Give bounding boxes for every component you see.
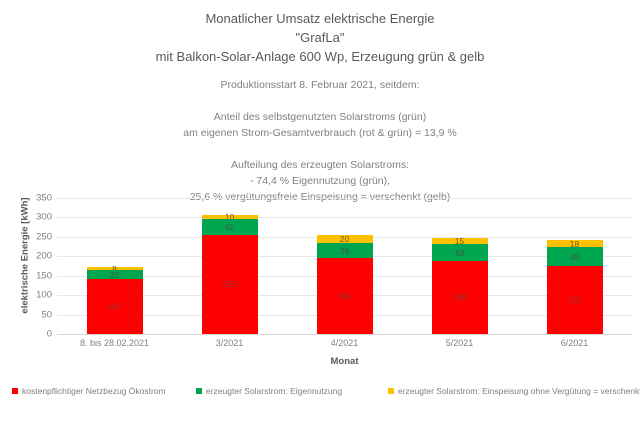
y-axis-tick-300: 300 <box>36 211 52 223</box>
gridline-350 <box>57 198 632 199</box>
legend-swatch-icon <box>12 388 18 394</box>
bar-value-label: 195 <box>337 291 352 302</box>
bar-segment-green[interactable]: 48 <box>546 247 603 266</box>
chart-title-line-2: "GrafLa" <box>295 30 345 45</box>
stacked-bar[interactable]: 20 39 195 <box>316 234 373 334</box>
chart-subtitle-line-4: Aufteilung des erzeugten Solarstroms: <box>230 159 409 171</box>
chart-subtitle-line-6: 25,6 % vergütungsfreie Einspeisung = ver… <box>189 191 451 203</box>
stacked-bar[interactable]: 18 48 175 <box>546 239 603 334</box>
chart-subtitle-line-1: Produktionsstart 8. Februar 2021, seitde… <box>220 79 420 91</box>
chart-subtitle-spacer-1 <box>0 93 640 109</box>
stacked-bar[interactable]: 10 41 255 <box>201 212 258 334</box>
bar-segment-red[interactable]: 175 <box>546 266 603 334</box>
chart-title-block: Monatlicher Umsatz elektrische Energie "… <box>0 0 640 205</box>
chart-subtitle-spacer-2 <box>0 141 640 157</box>
bar-segment-green[interactable]: 39 <box>316 243 373 259</box>
x-axis-tick-labels: 8. bis 28.02.2021 3/2021 4/2021 5/2021 6/202… <box>57 338 632 352</box>
bar-value-label: 188 <box>452 292 467 303</box>
gridline-300 <box>57 217 632 219</box>
chart-subtitle-line-2: Anteil des selbstgenutzten Solarstroms (… <box>213 111 427 123</box>
legend-swatch-icon <box>388 388 394 394</box>
bar-value-label: 175 <box>567 295 582 305</box>
stacked-bar[interactable]: 8 22 142 <box>86 264 143 334</box>
bar-segment-red[interactable]: 255 <box>201 234 258 334</box>
legend-item-0[interactable]: kostenpflichtiger Netzbezug Ökostrom <box>12 386 166 396</box>
chart-title-line-3: mit Balkon-Solar-Anlage 600 Wp, Erzeugun… <box>155 49 485 64</box>
axis-baseline <box>57 334 632 335</box>
y-axis-tick-250: 250 <box>36 231 52 243</box>
y-axis-tick-50: 50 <box>41 309 52 321</box>
bar-segment-red[interactable]: 142 <box>86 278 143 334</box>
x-axis-tick-0: 8. bis 28.02.2021 <box>79 338 150 348</box>
legend-item-2[interactable]: erzeugter Solarstrom: Einspeisung ohne V… <box>388 386 640 396</box>
legend-swatch-icon <box>196 388 202 394</box>
bar-group: 18 48 175 <box>517 198 632 334</box>
bar-segment-green[interactable]: 41 <box>201 219 258 235</box>
bar-segment-red[interactable]: 188 <box>431 260 488 334</box>
y-axis-tick-0: 0 <box>46 328 52 340</box>
bar-segment-green[interactable]: 43 <box>431 244 488 261</box>
bar-group: 15 43 188 <box>402 198 517 334</box>
x-axis-title: Monat <box>330 356 359 367</box>
y-axis-tick-150: 150 <box>36 270 52 282</box>
bar-segment-green[interactable]: 22 <box>86 270 143 280</box>
chart-bars: 8 22 142 10 41 255 20 39 195 15 43 188 18 48 175 <box>57 198 632 334</box>
bar-value-label: 142 <box>107 301 122 312</box>
x-axis-tick-2: 4/2021 <box>330 338 359 348</box>
title-spacer <box>0 66 640 77</box>
bar-group: 10 41 255 <box>172 198 287 334</box>
stacked-bar[interactable]: 15 43 188 <box>431 236 488 334</box>
chart-subtitle-line-3: am eigenen Strom-Gesamtverbrauch (rot & … <box>183 127 457 139</box>
bar-value-label: 43 <box>454 247 465 258</box>
bar-segment-yellow[interactable]: 20 <box>316 234 373 244</box>
legend-label: erzeugter Solarstrom: Eigennutzung <box>206 386 343 396</box>
y-axis-tick-100: 100 <box>36 289 52 301</box>
x-axis-tick-1: 3/2021 <box>215 338 244 348</box>
bar-group: 20 39 195 <box>287 198 402 334</box>
bar-value-label: 41 <box>224 221 235 232</box>
bar-segment-yellow[interactable]: 18 <box>546 239 603 249</box>
chart-title-line-1: Monatlicher Umsatz elektrische Energie <box>205 11 435 26</box>
bar-value-label: 255 <box>222 279 237 290</box>
chart-subtitle-line-5: - 74,4 % Eigennutzung (grün), <box>249 175 391 187</box>
x-axis-tick-3: 5/2021 <box>445 338 474 348</box>
bar-group: 8 22 142 <box>57 198 172 334</box>
chart-plot-area: elektrische Energie [kWh] 350 300 250 200 15… <box>0 193 640 367</box>
y-axis-tick-200: 200 <box>36 250 52 262</box>
legend-label: erzeugter Solarstrom: Einspeisung ohne V… <box>398 386 640 396</box>
legend-label: kostenpflichtiger Netzbezug Ökostrom <box>22 386 166 396</box>
bar-value-label: 39 <box>339 245 350 256</box>
legend-item-1[interactable]: erzeugter Solarstrom: Eigennutzung <box>196 386 342 396</box>
bar-value-label: 48 <box>569 251 580 262</box>
bar-segment-red[interactable]: 195 <box>316 258 373 334</box>
y-axis-tick-labels: 350 300 250 200 150 100 50 0 <box>26 193 52 340</box>
x-axis-tick-4: 6/2021 <box>560 338 589 348</box>
y-axis-tick-350: 350 <box>36 192 52 204</box>
